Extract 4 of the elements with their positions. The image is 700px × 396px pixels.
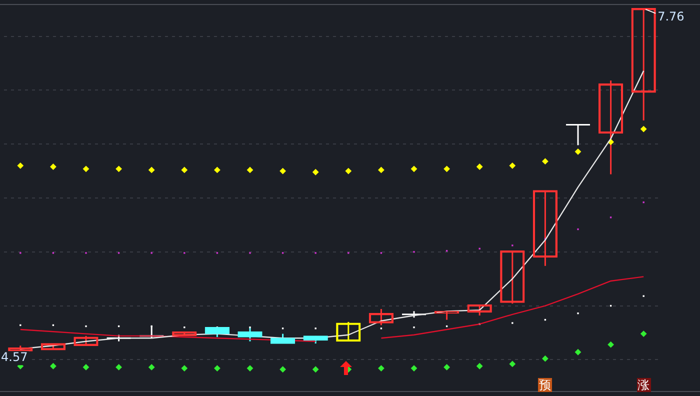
annotation: 4.57 [1,350,28,364]
annotation: 涨 [636,378,651,392]
annotation: 预 [538,378,552,392]
annotation: 7.76 [658,9,684,24]
